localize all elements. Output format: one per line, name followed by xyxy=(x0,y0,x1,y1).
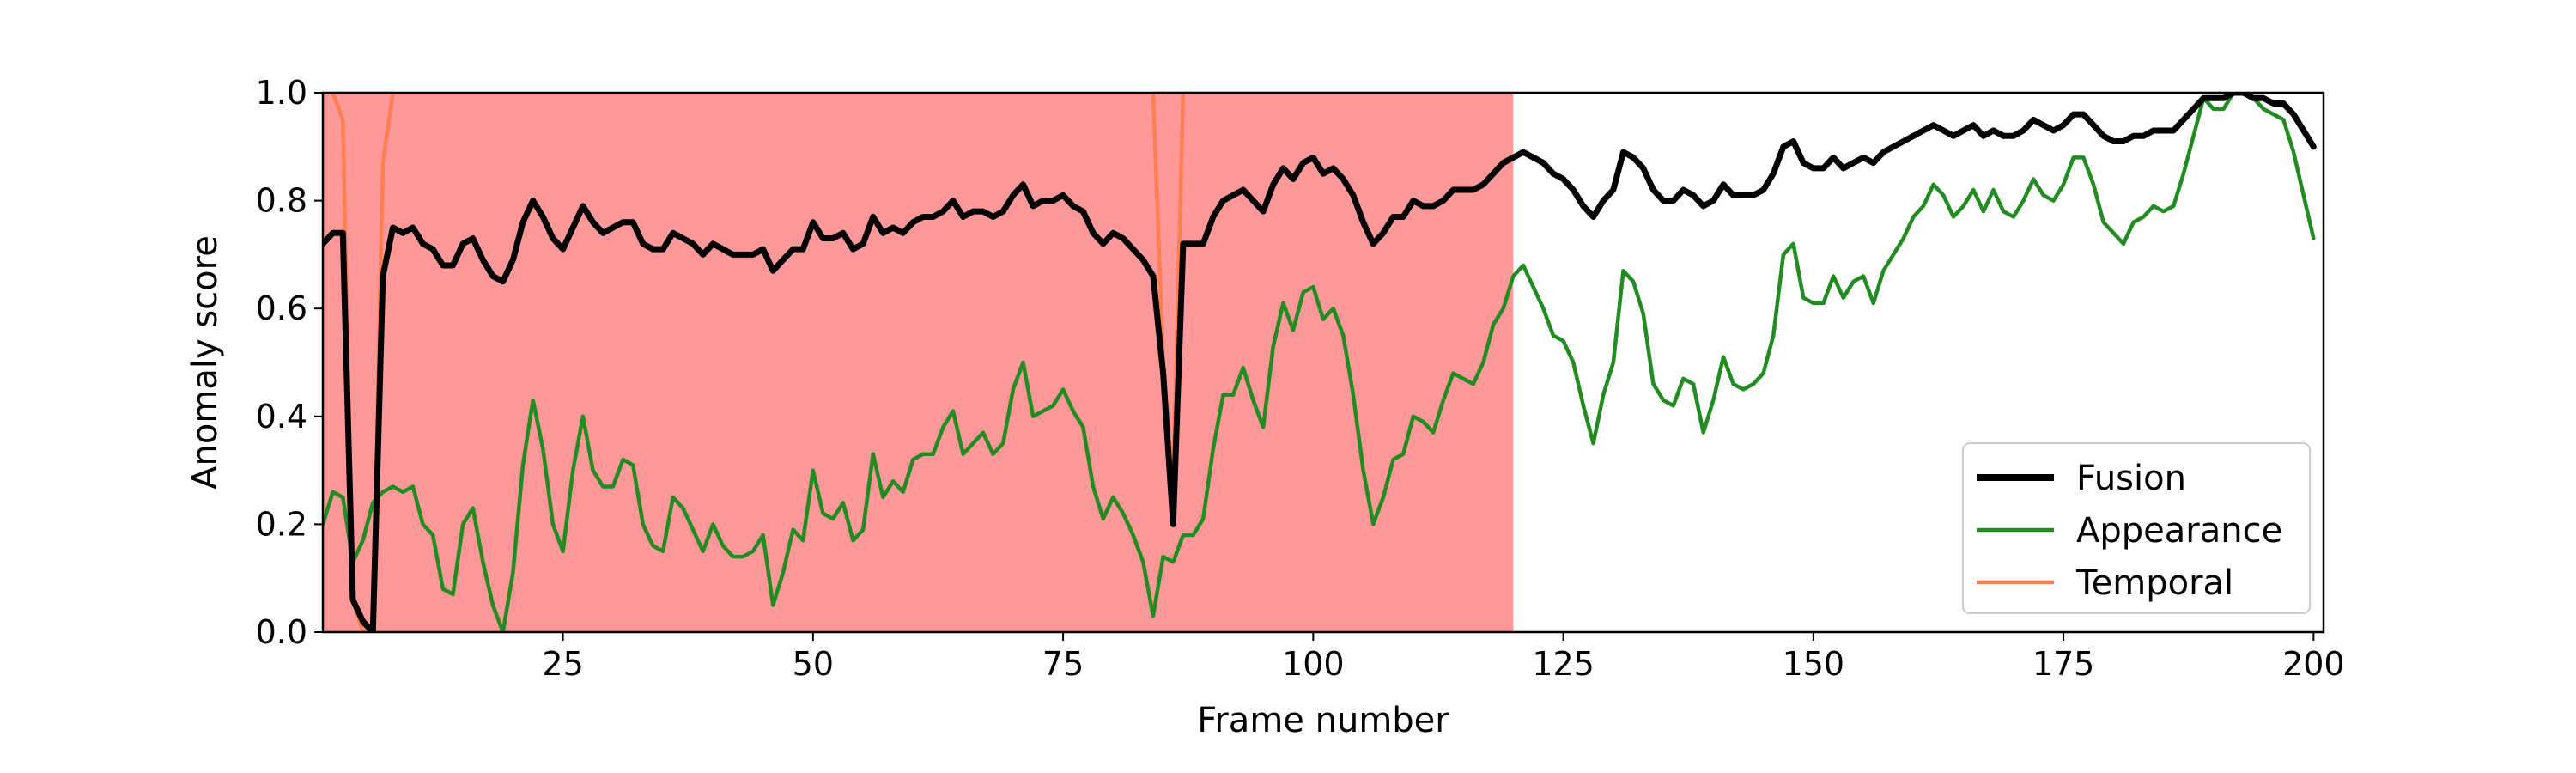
legend-label-fusion: Fusion xyxy=(2076,459,2186,498)
legend: Fusion Appearance Temporal xyxy=(1962,442,2311,614)
series-layer xyxy=(323,93,2317,632)
y-tick-label: 0.2 xyxy=(256,505,307,543)
anomaly-region-0 xyxy=(323,93,1514,632)
x-tick-label: 75 xyxy=(1042,645,1084,683)
x-axis: 25 50 75 100 125 150 175 200 xyxy=(542,632,2345,683)
x-tick-label: 25 xyxy=(542,645,583,683)
y-tick-label: 0.0 xyxy=(256,613,307,651)
legend-label-appearance: Appearance xyxy=(2076,511,2282,551)
y-axis-label: Anomaly score xyxy=(185,235,225,490)
x-axis-label: Frame number xyxy=(1197,701,1449,740)
y-tick-label: 0.6 xyxy=(256,289,307,327)
x-tick-label: 50 xyxy=(793,645,834,683)
legend-box xyxy=(1962,442,2311,614)
shaded-region-layer xyxy=(323,93,1514,632)
y-tick-label: 0.8 xyxy=(256,182,307,220)
x-tick-label: 150 xyxy=(1783,645,1845,683)
series-line-fusion xyxy=(323,93,2317,632)
series-line-appearance xyxy=(323,93,2316,632)
legend-label-temporal: Temporal xyxy=(2075,563,2233,603)
x-tick-label: 125 xyxy=(1532,645,1595,683)
x-tick-label: 200 xyxy=(2282,645,2345,683)
y-tick-label: 0.4 xyxy=(256,398,307,435)
x-tick-label: 100 xyxy=(1282,645,1345,683)
y-axis: 0.0 0.2 0.4 0.6 0.8 1.0 xyxy=(256,74,323,651)
y-tick-label: 1.0 xyxy=(256,74,307,112)
x-tick-label: 175 xyxy=(2032,645,2095,683)
plot-frame xyxy=(321,91,2325,634)
